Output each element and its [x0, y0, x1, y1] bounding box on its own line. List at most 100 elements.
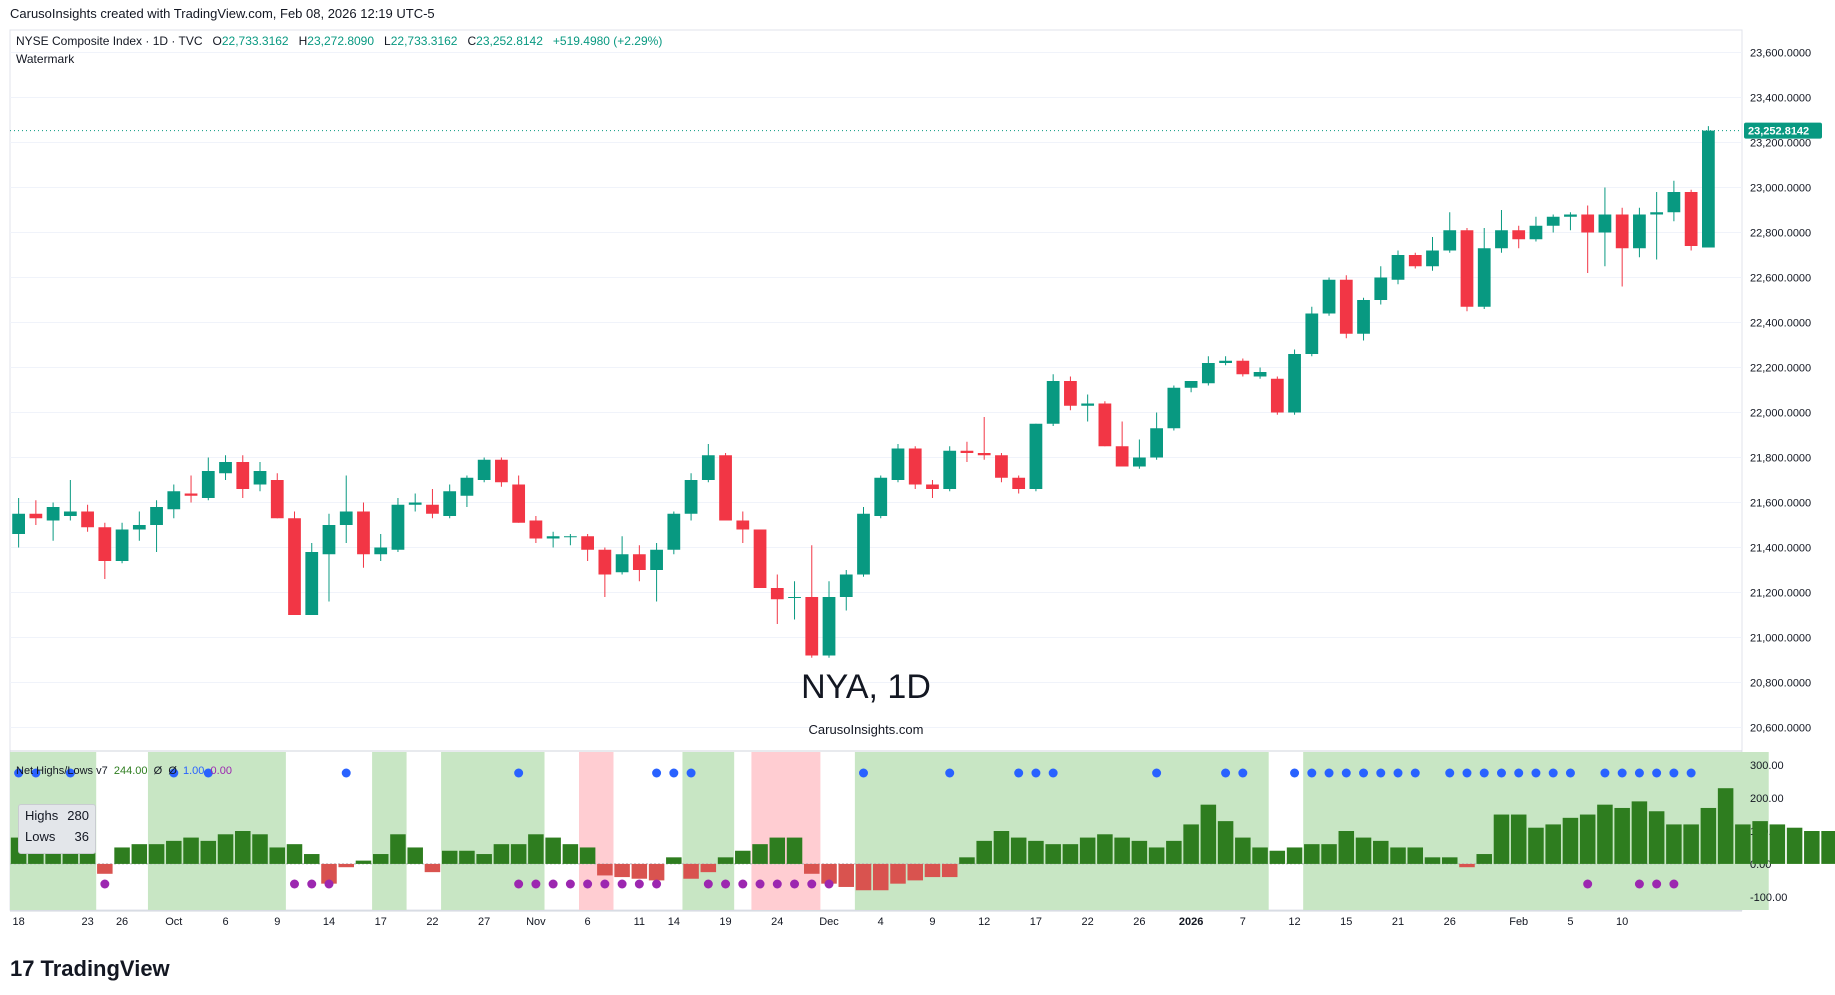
net-highs-lows-bar [597, 863, 613, 876]
price-tick-label: 23,000.0000 [1750, 183, 1811, 195]
price-tick-label: 22,800.0000 [1750, 228, 1811, 240]
candle-up [822, 597, 836, 656]
net-highs-lows-bar [510, 844, 527, 864]
candle-up [1477, 248, 1491, 307]
net-highs-lows-bar [1131, 840, 1148, 864]
time-tick-label: 9 [929, 916, 935, 928]
candle-up [408, 502, 422, 505]
new-low-dot [824, 879, 834, 889]
new-low-dot [324, 879, 334, 889]
candle-up [1184, 381, 1198, 388]
net-highs-lows-bar [1114, 837, 1130, 864]
candle-up [201, 471, 215, 498]
net-highs-lows-bar [1821, 831, 1835, 864]
indicator-tick-label: 200.00 [1750, 793, 1784, 805]
candle-up [1305, 313, 1319, 354]
indicator-value-1: 244.00 [113, 765, 148, 777]
new-high-dot [1669, 768, 1679, 778]
new-high-dot [1359, 768, 1369, 778]
candle-down [529, 520, 543, 539]
new-low-dot [100, 879, 110, 889]
net-highs-lows-bar [355, 860, 372, 864]
net-highs-lows-bar [579, 847, 596, 864]
tradingview-brand[interactable]: 17 TradingView [10, 956, 170, 982]
price-tick-label: 22,200.0000 [1750, 363, 1811, 375]
candle-up [1081, 403, 1095, 406]
net-highs-lows-bar [1562, 817, 1579, 864]
new-low-dot [652, 879, 662, 889]
net-highs-lows-bar [924, 863, 941, 878]
price-tick-label: 22,600.0000 [1750, 273, 1811, 285]
net-highs-lows-bar [1476, 854, 1492, 864]
net-highs-lows-bar [1493, 814, 1510, 864]
watermark-label: Watermark [16, 52, 75, 66]
new-high-dot [1514, 768, 1524, 778]
candle-down [960, 450, 974, 453]
candle-up [1150, 428, 1164, 458]
watermark-small-text: CarusoInsights.com [809, 722, 924, 737]
new-high-dot [1048, 768, 1058, 778]
net-highs-lows-bar [838, 863, 855, 887]
candle-up [1201, 363, 1215, 384]
candle-down [270, 480, 284, 519]
net-highs-lows-bar [1510, 814, 1527, 864]
time-tick-label: 5 [1567, 916, 1573, 928]
time-tick-label: 26 [1444, 916, 1456, 928]
candle-up [1443, 230, 1457, 251]
new-high-dot [1307, 768, 1317, 778]
net-highs-lows-bar [959, 857, 975, 864]
candle-up [839, 574, 853, 597]
candle-down [753, 529, 767, 588]
time-tick-label: 26 [116, 916, 128, 928]
candle-down [1098, 403, 1112, 447]
candle-up [943, 450, 957, 489]
indicator-value-5: 0.00 [210, 765, 232, 777]
net-highs-lows-bar [614, 863, 630, 878]
close-label: C [467, 34, 477, 48]
net-highs-lows-bar [286, 844, 303, 864]
net-highs-lows-bar [1252, 847, 1268, 864]
new-low-dot [600, 879, 610, 889]
net-highs-lows-bar [1631, 801, 1648, 864]
candle-down [926, 484, 939, 489]
tradingview-logo-icon: 17 [10, 956, 35, 981]
candle-down [1270, 378, 1284, 413]
candle-down [805, 597, 819, 656]
time-tick-label: 6 [222, 916, 228, 928]
candle-down [1064, 381, 1077, 406]
lows-label: Lows [25, 829, 56, 844]
new-low-dot [807, 879, 817, 889]
new-high-dot [31, 768, 41, 778]
net-highs-lows-bar [1683, 824, 1699, 864]
candle-down [357, 511, 370, 555]
net-highs-lows-bar [683, 863, 699, 879]
candle-up [891, 448, 905, 480]
candle-up [1253, 372, 1267, 377]
last-price-tag [1744, 122, 1822, 139]
candle-down [1684, 192, 1698, 246]
candle-up [443, 491, 457, 516]
price-tick-label: 22,400.0000 [1750, 318, 1811, 330]
net-highs-lows-bar [528, 834, 544, 864]
new-low-dot [583, 879, 593, 889]
price-tick-label: 20,600.0000 [1750, 723, 1811, 735]
candle-up [1167, 387, 1181, 429]
candle-down [98, 527, 112, 561]
candle-up [788, 597, 801, 598]
candle-up [1564, 214, 1577, 217]
new-low-dot [1652, 879, 1662, 889]
net-highs-lows-bar [252, 834, 268, 864]
open-label: O [212, 34, 222, 48]
net-highs-lows-bar [1441, 857, 1458, 864]
indicator-tick-label: 300.00 [1750, 760, 1784, 772]
high-label: H [298, 34, 308, 48]
candle-up [305, 552, 319, 615]
candle-down [1012, 477, 1026, 489]
new-high-dot [1531, 768, 1541, 778]
indicator-value-2: Ø [153, 765, 163, 777]
net-highs-lows-bar [804, 863, 820, 874]
new-high-dot [859, 768, 868, 778]
new-high-dot [1376, 768, 1386, 778]
net-highs-lows-bar [217, 834, 234, 864]
